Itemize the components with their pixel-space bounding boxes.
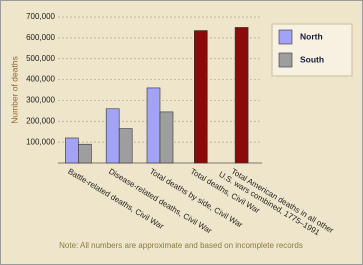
legend-label: North xyxy=(300,31,323,41)
bar xyxy=(118,128,133,164)
bar xyxy=(105,108,120,164)
legend-label: South xyxy=(300,54,324,64)
y-tick-label: 500,000 xyxy=(26,54,55,63)
bar xyxy=(194,30,208,164)
bar xyxy=(234,27,249,164)
bar xyxy=(159,111,174,164)
y-tick-label: 700,000 xyxy=(26,12,55,21)
legend-swatch xyxy=(278,52,293,68)
bar xyxy=(78,143,92,164)
y-tick-label: 300,000 xyxy=(26,96,55,105)
y-tick-label: 100,000 xyxy=(26,137,55,146)
y-tick-label: 400,000 xyxy=(26,75,55,84)
bar xyxy=(146,87,161,164)
note: Note: All numbers are approximate and ba… xyxy=(59,241,303,250)
y-tick-label: 200,000 xyxy=(26,116,55,125)
y-tick-label: 600,000 xyxy=(26,33,55,42)
bar xyxy=(65,137,79,164)
y-axis-label: Number of deaths xyxy=(9,56,19,124)
legend-swatch xyxy=(278,29,293,45)
